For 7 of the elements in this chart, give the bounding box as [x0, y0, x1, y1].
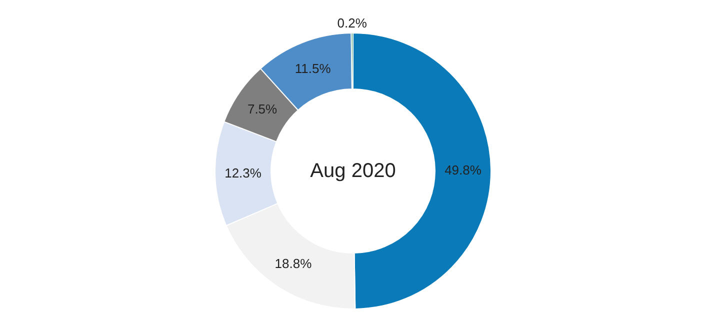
data-label: 11.5% [294, 61, 332, 76]
data-label: 49.8% [444, 162, 482, 178]
data-label: 7.5% [247, 101, 278, 116]
data-label: 18.8% [274, 256, 312, 271]
data-label: 0.2% [337, 16, 368, 31]
text: Aug 2020 [310, 160, 396, 182]
data-label: 12.3% [224, 166, 262, 181]
